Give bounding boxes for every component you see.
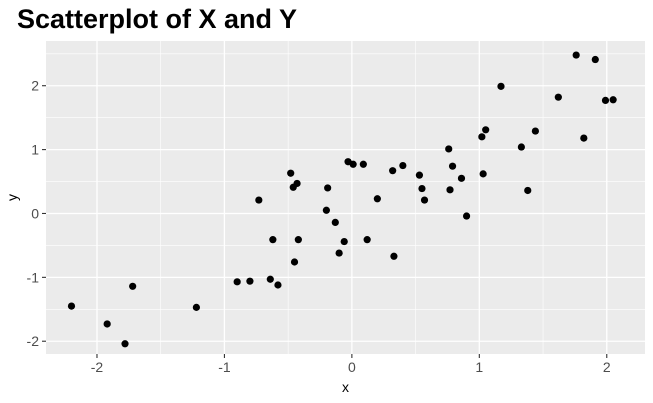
data-point — [531, 127, 539, 135]
minor-gridlines — [46, 41, 645, 354]
y-axis-ticks: -2 -1 0 1 2 — [27, 78, 46, 349]
data-point — [192, 303, 200, 311]
data-point — [390, 252, 398, 260]
data-point — [399, 161, 407, 170]
data-point — [601, 96, 610, 105]
data-point — [287, 169, 295, 177]
x-tick-label: 2 — [603, 359, 611, 375]
data-point — [479, 170, 487, 178]
data-point — [554, 93, 562, 101]
y-tick-label: -2 — [27, 333, 40, 349]
x-tick-label: 0 — [348, 359, 356, 375]
data-point — [359, 160, 367, 168]
data-point — [478, 133, 486, 141]
data-point — [129, 282, 137, 290]
data-point — [349, 160, 357, 168]
data-point — [294, 236, 302, 244]
data-point — [246, 277, 254, 285]
data-point — [462, 212, 471, 220]
data-point — [373, 195, 381, 203]
data-point — [255, 196, 263, 204]
y-tick-label: 0 — [31, 205, 39, 221]
plot-panel — [46, 41, 645, 354]
data-point — [448, 162, 457, 170]
data-point — [418, 184, 426, 193]
x-tick-label: -2 — [91, 359, 104, 375]
data-point — [446, 186, 454, 194]
y-tick-label: 1 — [31, 142, 39, 158]
x-tick-label: 1 — [475, 359, 483, 375]
data-point — [497, 82, 505, 90]
data-point — [67, 302, 76, 310]
data-point — [340, 237, 348, 246]
data-point — [445, 145, 453, 153]
y-tick-label: 2 — [31, 78, 39, 94]
data-point — [322, 206, 330, 214]
data-point — [389, 167, 397, 175]
data-points — [67, 51, 617, 348]
data-point — [572, 51, 580, 59]
y-tick-label: -1 — [27, 269, 40, 285]
data-point — [517, 143, 525, 151]
x-tick-label: -1 — [218, 359, 231, 375]
data-point — [331, 218, 339, 227]
data-point — [293, 179, 301, 188]
data-point — [274, 281, 282, 289]
data-point — [415, 171, 424, 179]
data-point — [121, 340, 129, 348]
data-point — [482, 126, 490, 134]
data-point — [103, 320, 111, 328]
data-point — [420, 196, 429, 204]
x-axis-ticks: -2 -1 0 1 2 — [91, 354, 611, 375]
x-axis-title: x — [342, 379, 349, 395]
data-point — [591, 55, 599, 64]
major-gridlines — [46, 41, 645, 354]
data-point — [290, 258, 299, 266]
data-point — [324, 184, 332, 192]
data-point — [266, 275, 274, 283]
chart-title: Scatterplot of X and Y — [17, 4, 297, 34]
data-point — [457, 174, 466, 182]
data-point — [335, 249, 343, 257]
data-point — [363, 236, 371, 244]
y-axis-title: y — [4, 194, 20, 201]
data-point — [609, 96, 617, 104]
data-point — [233, 278, 241, 286]
data-point — [580, 134, 588, 142]
data-point — [269, 236, 277, 244]
data-point — [524, 186, 532, 195]
